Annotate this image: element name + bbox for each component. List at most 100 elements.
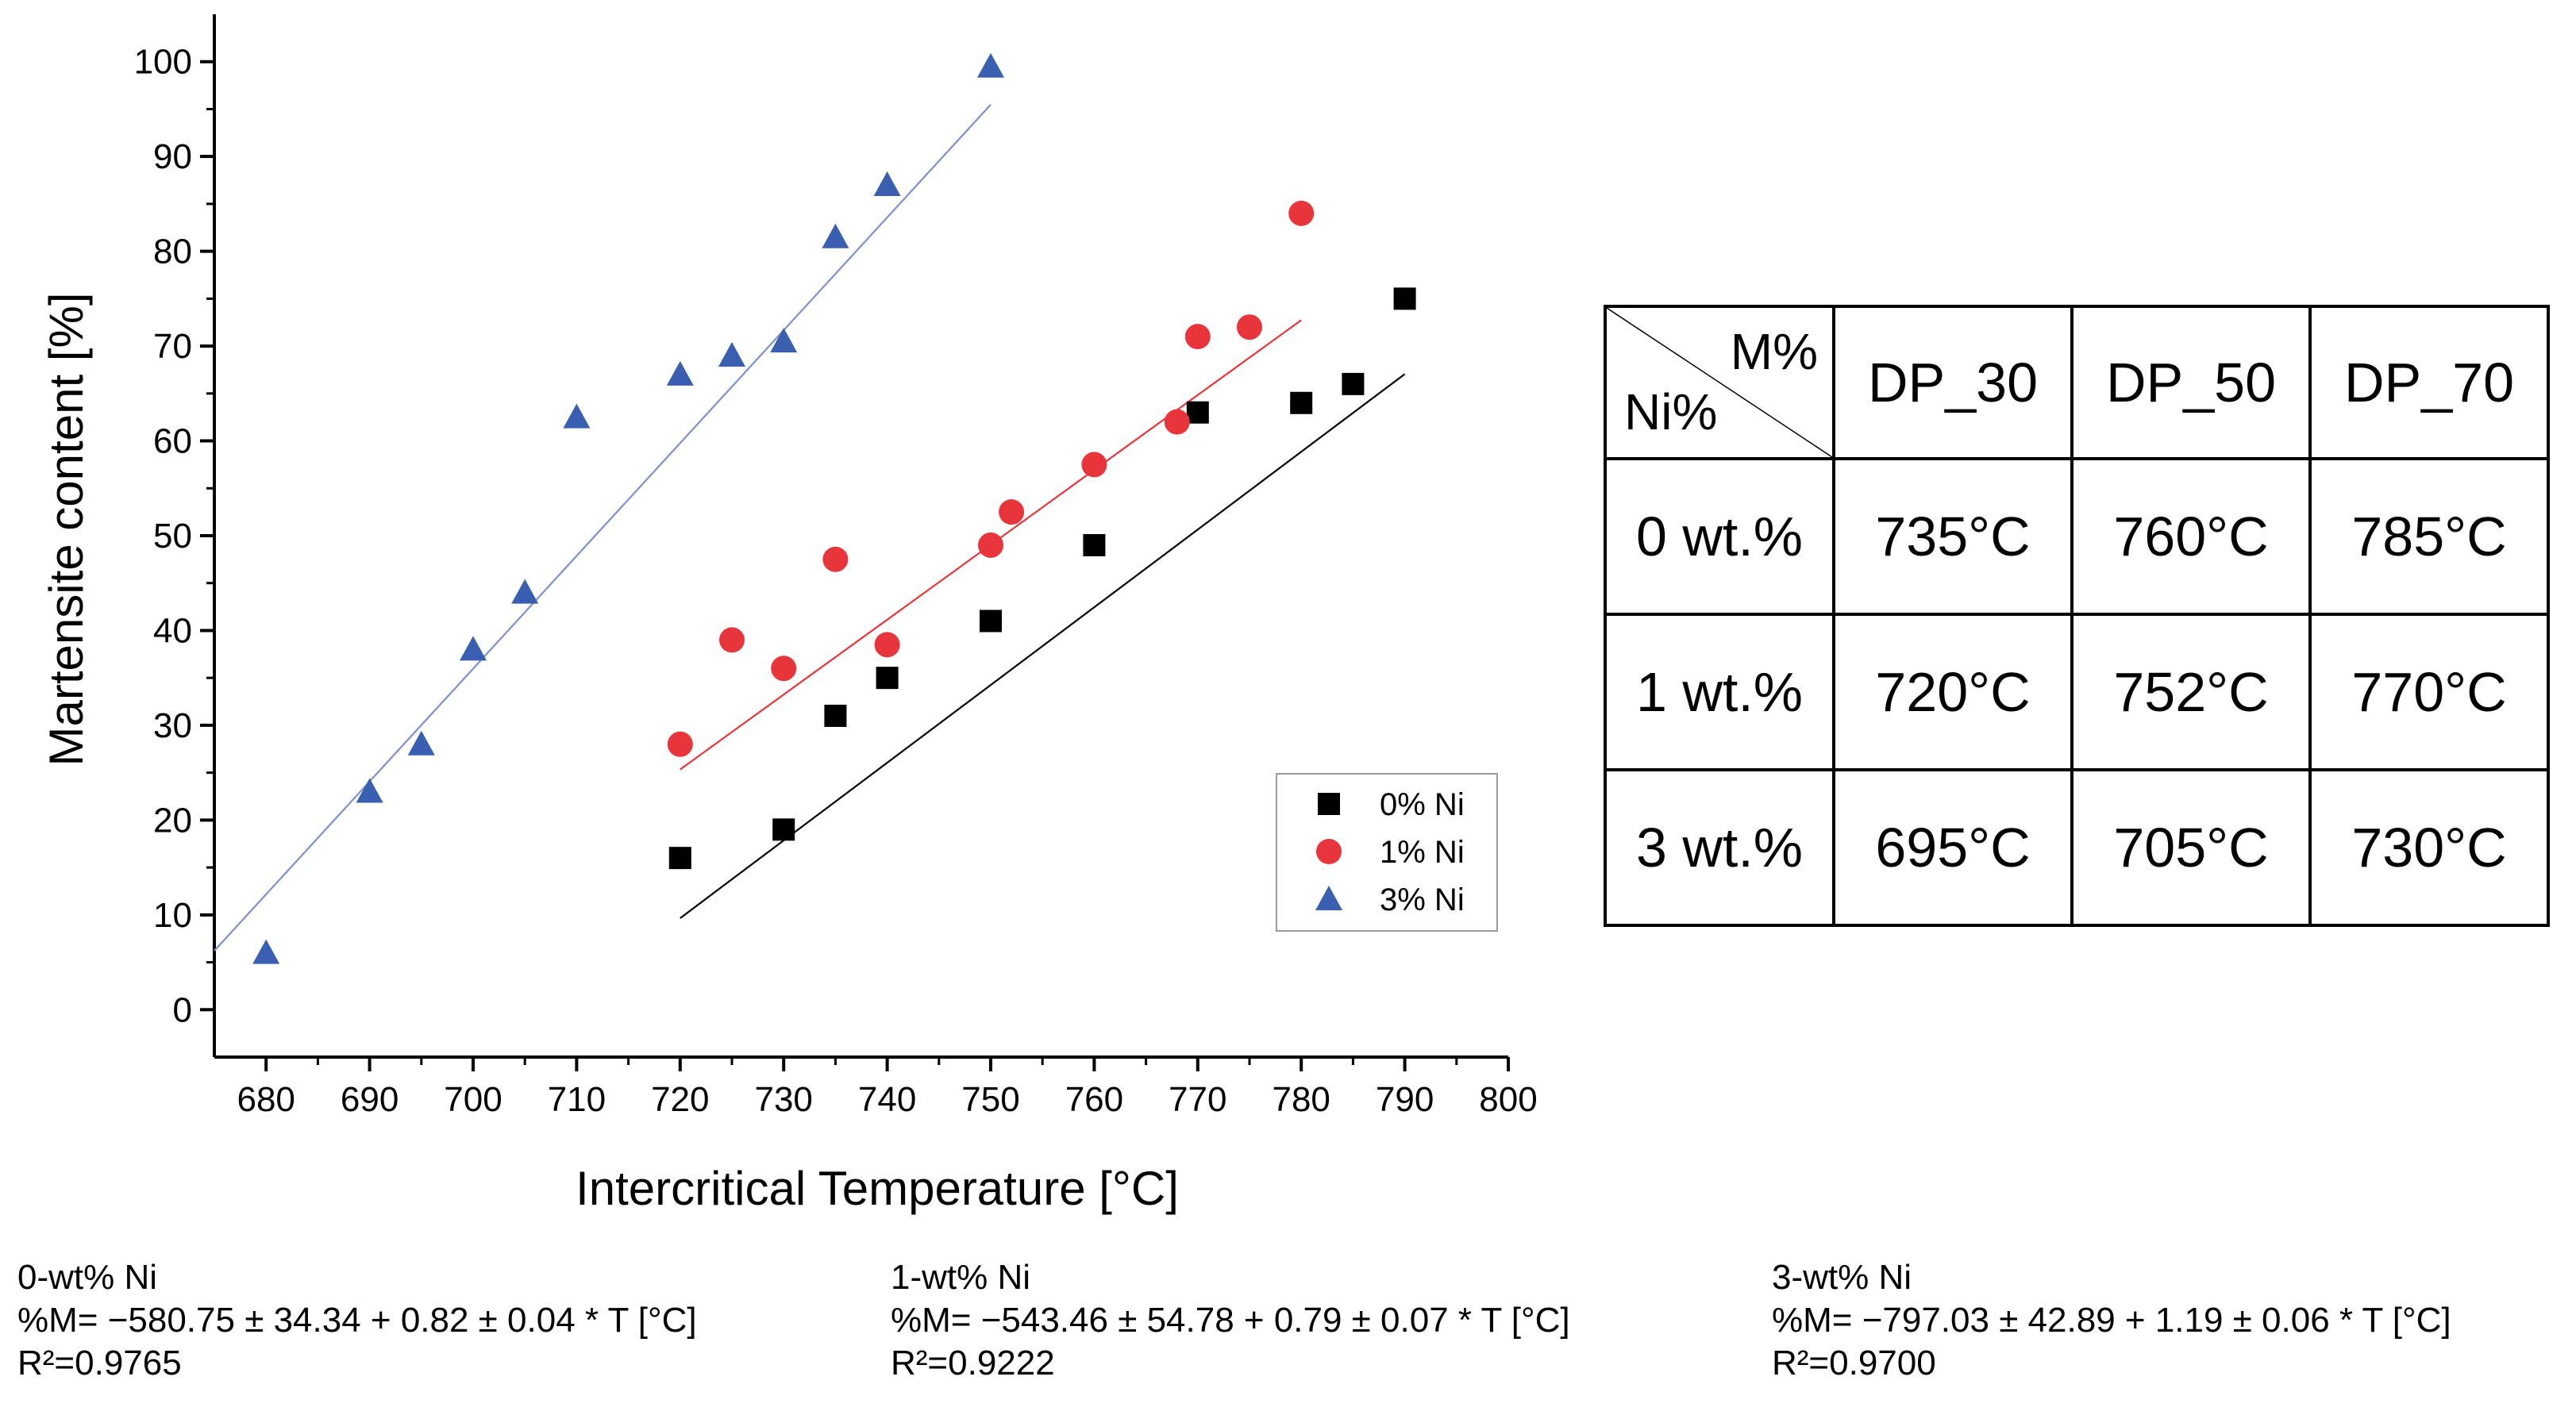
fit-equation-0-ni: 0-wt% Ni %M= −580.75 ± 34.34 + 0.82 ± 0.… [17, 1256, 697, 1385]
r2-label: R²= [17, 1344, 75, 1382]
data-point-square [1393, 287, 1416, 310]
data-point-circle [667, 731, 693, 757]
row-header: 3 wt.% [1604, 768, 1835, 927]
data-point-triangle [460, 636, 487, 661]
equation-r2: R²=0.9765 [17, 1342, 697, 1385]
data-point-square [1290, 391, 1313, 414]
data-point-circle [822, 546, 849, 572]
data-point-circle [1237, 314, 1262, 340]
equation-title: 3-wt% Ni [1772, 1258, 1912, 1297]
data-point-triangle [822, 223, 849, 248]
table-row: 0 wt.% 735°C 760°C 785°C [1604, 457, 2550, 616]
x-tick-label: 780 [1272, 1080, 1330, 1119]
table-row: 3 wt.% 695°C 705°C 730°C [1604, 768, 2550, 927]
fit-equation-1-ni: 1-wt% Ni %M= −543.46 ± 54.78 + 0.79 ± 0.… [891, 1256, 1570, 1385]
data-point-triangle [563, 403, 591, 429]
x-tick-label: 750 [961, 1080, 1019, 1119]
row-header: 1 wt.% [1604, 613, 1835, 771]
data-point-square [1342, 372, 1365, 395]
table-cell: 752°C [2070, 613, 2312, 771]
legend-marker [1315, 886, 1342, 910]
table-corner-cell: M% Ni% [1604, 305, 1835, 460]
corner-diagonal [1607, 308, 1832, 457]
table-cell: 735°C [1832, 457, 2074, 616]
equation-formula: %M= −797.03 ± 42.89 + 1.19 ± 0.06 * T [°… [1772, 1301, 2451, 1340]
equation-r2: R²=0.9700 [1772, 1342, 2451, 1385]
r2-value: 0.9765 [75, 1344, 182, 1382]
data-point-circle [999, 499, 1025, 525]
data-point-circle [978, 532, 1003, 558]
y-tick-label: 80 [153, 233, 192, 271]
data-point-triangle [407, 730, 435, 756]
x-tick-label: 790 [1376, 1080, 1434, 1119]
axes: 680 690 700 710 720 730 740 750 760 770 780 790 8000… [134, 14, 1538, 1119]
y-tick-label: 40 [153, 611, 192, 650]
y-tick-label: 70 [153, 327, 192, 366]
data-point-triangle [977, 52, 1004, 78]
scatter-chart: 680 690 700 710 720 730 740 750 760 770 780 790 8000… [40, 14, 1538, 1215]
data-point-triangle [356, 778, 383, 803]
legend-label: 1% Ni [1380, 835, 1465, 870]
x-tick-label: 800 [1479, 1080, 1537, 1119]
data-point-circle [1081, 452, 1107, 478]
equation-formula: %M= −543.46 ± 54.78 + 0.79 ± 0.07 * T [°… [891, 1301, 1570, 1340]
legend-box [1276, 773, 1498, 932]
legend-marker [1316, 839, 1342, 864]
intercritical-temperature-table: M% Ni% DP_30 DP_50 DP_70 0 wt.% 735°C 76… [1604, 305, 2550, 927]
x-tick-label: 700 [444, 1080, 502, 1119]
data-point-square [980, 609, 1002, 633]
x-tick-label: 740 [858, 1080, 916, 1119]
column-header: DP_30 [1832, 305, 2074, 460]
data-point-triangle [873, 171, 901, 197]
legend: 0% Ni 1% Ni 3% Ni [1276, 773, 1498, 932]
x-tick-label: 710 [548, 1080, 606, 1119]
data-point-square [824, 704, 847, 727]
data-point-triangle [666, 360, 694, 386]
fit-line-0-ni [680, 373, 1406, 919]
y-tick-label: 50 [153, 517, 192, 556]
data-point-circle [874, 632, 900, 658]
equation-title: 0-wt% Ni [17, 1258, 158, 1297]
y-tick-label: 100 [134, 43, 192, 82]
x-tick-label: 690 [341, 1080, 399, 1119]
data-point-circle [719, 627, 745, 653]
y-tick-label: 60 [153, 422, 192, 461]
data-point-square [876, 667, 899, 690]
table-row: 1 wt.% 720°C 752°C 770°C [1604, 613, 2550, 771]
legend-label: 0% Ni [1380, 787, 1465, 822]
r2-label: R²= [1772, 1344, 1830, 1382]
table-cell: 705°C [2070, 768, 2312, 927]
corner-label-nickel: Ni% [1624, 383, 1718, 440]
x-axis-title: Intercritical Temperature [°C] [576, 1162, 1179, 1215]
y-tick-label: 20 [153, 801, 192, 840]
table-cell: 770°C [2308, 613, 2550, 771]
x-tick-label: 720 [651, 1080, 709, 1119]
table-cell: 785°C [2308, 457, 2550, 616]
r2-value: 0.9222 [948, 1344, 1055, 1382]
column-header: DP_50 [2070, 305, 2312, 460]
corner-label-martensite: M% [1730, 323, 1818, 380]
data-point-triangle [511, 579, 539, 604]
y-tick-label: 30 [153, 706, 192, 745]
table-cell: 695°C [1832, 768, 2074, 927]
table-cell: 730°C [2308, 768, 2550, 927]
fit-lines [214, 104, 1406, 952]
data-point-circle [771, 656, 797, 682]
equation-title: 1-wt% Ni [891, 1258, 1031, 1297]
table-cell: 760°C [2070, 457, 2312, 616]
data-point-square [668, 847, 691, 870]
table-header-row: M% Ni% DP_30 DP_50 DP_70 [1604, 305, 2550, 460]
data-point-circle [1164, 409, 1190, 435]
data-point-circle [1184, 324, 1211, 350]
x-tick-label: 680 [237, 1080, 295, 1119]
equation-formula: %M= −580.75 ± 34.34 + 0.82 ± 0.04 * T [°… [17, 1301, 697, 1340]
x-tick-label: 770 [1169, 1080, 1226, 1119]
data-point-square [772, 818, 795, 841]
y-tick-label: 10 [153, 896, 192, 935]
legend-label: 3% Ni [1380, 882, 1465, 917]
legend-marker [1318, 793, 1340, 815]
y-tick-label: 0 [173, 990, 192, 1029]
r2-label: R²= [891, 1344, 949, 1382]
data-point-square [1083, 533, 1106, 556]
data-point-triangle [770, 328, 798, 353]
